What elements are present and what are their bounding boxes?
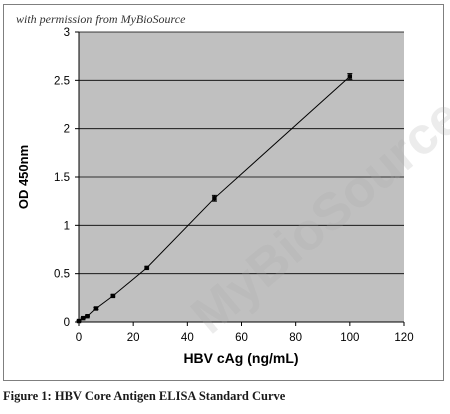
y-tick-label: 2: [64, 124, 70, 136]
y-tick-labels: 0 0.5 1 1.5 2 2.5 3: [54, 27, 70, 329]
y-tick-label: 3: [64, 27, 70, 39]
chart: 0 0.5 1 1.5 2 2.5 3 0 20 40 60 80 100 120 OD 450nm H…: [16, 27, 414, 366]
x-tick-labels: 0 20 40 60 80 100 120: [76, 332, 414, 344]
y-tick-label: 2.5: [54, 75, 70, 87]
x-tick-label: 60: [235, 332, 248, 344]
data-point: [144, 265, 149, 271]
x-tick-label: 80: [289, 332, 302, 344]
permission-note: with permission from MyBioSource: [16, 12, 186, 26]
data-point: [93, 306, 99, 311]
figure-caption: Figure 1: HBV Core Antigen ELISA Standar…: [3, 389, 286, 403]
y-tick-label: 0: [64, 317, 70, 329]
data-point: [76, 318, 82, 324]
x-tick-label: 20: [127, 332, 140, 344]
data-point: [81, 315, 86, 321]
y-tick-label: 0.5: [54, 269, 70, 281]
y-tick-label: 1: [64, 220, 70, 232]
data-series: [76, 73, 353, 324]
figure-frame: with permission from MyBioSource 0 0.5 1 1.…: [3, 4, 444, 381]
x-tick-label: 0: [76, 332, 82, 344]
x-tick-label: 100: [340, 332, 359, 344]
data-point: [85, 314, 90, 319]
x-axis-label: HBV cAg (ng/mL): [183, 350, 298, 366]
x-tick-label: 120: [394, 332, 413, 344]
axes: [75, 31, 405, 326]
y-tick-label: 1.5: [54, 172, 70, 184]
y-axis-label: OD 450nm: [16, 145, 31, 209]
x-tick-label: 40: [181, 332, 194, 344]
gridlines: [79, 31, 404, 275]
data-point: [212, 196, 217, 201]
data-point: [110, 293, 116, 299]
data-point: [347, 74, 353, 79]
